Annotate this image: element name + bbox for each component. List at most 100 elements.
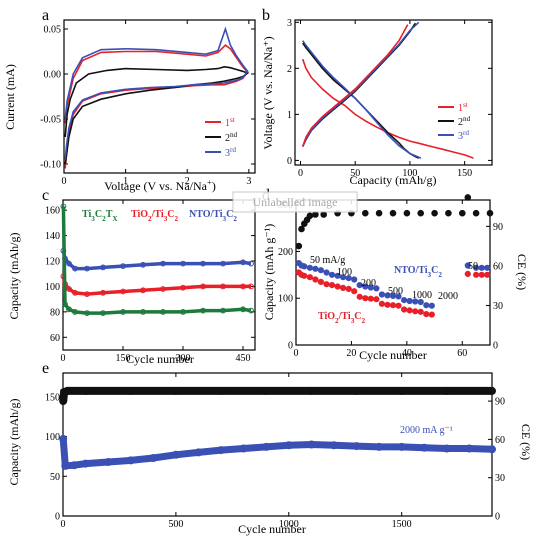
cycling-point (160, 286, 166, 292)
y-tick-label: 150 (45, 392, 60, 403)
capacity-point (442, 444, 451, 453)
x-tick-label: 1000 (279, 519, 299, 530)
x-axis-label: Capacity (mAh/g) (350, 173, 437, 187)
y-tick-label: 0 (288, 341, 293, 352)
cycling-point (240, 306, 246, 313)
x-axis-label-part: ) (212, 179, 216, 193)
rate-point-tio2 (306, 274, 313, 281)
legend-label-part: 3 (225, 148, 230, 159)
cycling-point (72, 309, 78, 315)
ce-point (63, 386, 72, 395)
y2-tick-label: 60 (495, 435, 505, 446)
cycling-point (248, 307, 254, 314)
y-tick-label: 50 (50, 472, 60, 483)
capacity-point (81, 459, 90, 468)
x-tick-label: 1 (123, 176, 128, 187)
label-nto-ti3c2-part: C (226, 209, 233, 220)
label-tio2-ti3c2-part: TiO (318, 311, 335, 322)
x-tick-label: 0 (294, 348, 299, 359)
y-tick-label: 120 (45, 257, 60, 268)
ce-point (397, 386, 406, 395)
cycling-point (240, 283, 246, 290)
cv-curve-3 (64, 26, 249, 160)
x-axis-label: Cycle number (126, 352, 194, 366)
y-tick-label: 100 (45, 282, 60, 293)
capacity-point (194, 448, 203, 457)
y-tick-label: 0.05 (44, 25, 62, 36)
ce-point (306, 212, 314, 220)
rate-label: 50 (468, 261, 478, 272)
cycling-point (72, 289, 78, 296)
y2-axis-label: CE (%) (519, 424, 533, 460)
rate-point-tio2 (323, 281, 330, 288)
plot-frame (63, 19, 256, 174)
capacity-point (171, 450, 180, 459)
x-tick-label: 50 (350, 168, 360, 179)
cycling-point (180, 309, 186, 315)
cycling-point (140, 309, 146, 315)
rate-point-nto (395, 293, 402, 300)
capacity-point (239, 444, 248, 453)
label-nto-ti3c2-part: 3 (223, 215, 227, 223)
rate-annotation: 2000 mA g⁻¹ (400, 425, 453, 436)
legend-label: 2nd (458, 115, 471, 128)
legend-label: 3rd (458, 129, 469, 142)
label-tio2-ti3c2-part: C (354, 311, 361, 322)
rate-point-tio2 (473, 271, 480, 278)
rate-point-nto (423, 302, 430, 309)
y2-tick-label: 30 (495, 473, 505, 484)
capacity-point (149, 454, 158, 462)
ce-point (486, 209, 494, 217)
y2-axis-label: CE (%) (515, 254, 529, 290)
y-axis-label: Capacity (mAh/g) (7, 233, 21, 320)
rate-point-nto (484, 264, 491, 271)
label-ti3c2tx-part: 2 (102, 215, 106, 223)
x-tick-label: 0 (298, 168, 303, 179)
y-tick-label: 80 (50, 307, 60, 318)
cycling-point (180, 260, 186, 267)
rate-point-tio2 (412, 308, 419, 315)
rate-point-nto (345, 275, 352, 282)
legend-label-part: 2 (458, 117, 463, 128)
x-axis-label: Cycle number (359, 348, 427, 362)
plot-frame (294, 19, 493, 166)
legend-label-part: 2 (225, 133, 230, 144)
cycling-point (120, 288, 126, 295)
label-ti3c2tx-part: T (106, 209, 113, 220)
rate-point-tio2 (428, 311, 435, 318)
rate-point-tio2 (301, 272, 308, 279)
rate-point-tio2 (340, 284, 347, 291)
capacity-band (59, 438, 493, 470)
panel-letter: e (42, 360, 49, 377)
cycling-point (248, 283, 254, 290)
y-tick-label: 100 (45, 432, 60, 443)
cycling-point (60, 203, 67, 210)
x-axis-label: Voltage (V vs. Na/Na+) (104, 177, 216, 193)
x-tick-label: 0 (62, 176, 67, 187)
ce-point (295, 242, 303, 250)
y-tick-label: 160 (45, 206, 60, 217)
x-tick-label: 150 (116, 353, 131, 364)
rate-point-tio2 (362, 295, 369, 302)
ce-point (298, 225, 305, 233)
ce-point (375, 209, 383, 217)
ce-point (459, 209, 466, 217)
rate-point-tio2 (478, 271, 485, 278)
y2-tick-label: 90 (493, 222, 503, 233)
gcd-curve-3 (302, 40, 422, 159)
y-tick-label: 200 (278, 247, 293, 258)
watermark-text: Unlabelled image (253, 195, 338, 209)
rate-point-tio2 (464, 270, 471, 277)
x-tick-label: 500 (168, 519, 183, 530)
ce-point (431, 209, 438, 217)
y-axis-label: Current (mA) (3, 64, 17, 130)
rate-point-tio2 (389, 302, 397, 309)
y-axis-label: Voltage (V vs. Na/Na⁺) (261, 36, 275, 149)
label-tio2-ti3c2-part: 2 (362, 317, 366, 325)
rate-point-tio2 (406, 307, 413, 314)
ce-point (403, 209, 411, 217)
panel-b-charge-discharge-chart: 0 50 100 150 0 1 2 3 b Capacity (mAh/g) Voltage (V… (261, 7, 493, 187)
rate-point-nto (323, 269, 330, 276)
rate-point-nto (301, 263, 308, 270)
